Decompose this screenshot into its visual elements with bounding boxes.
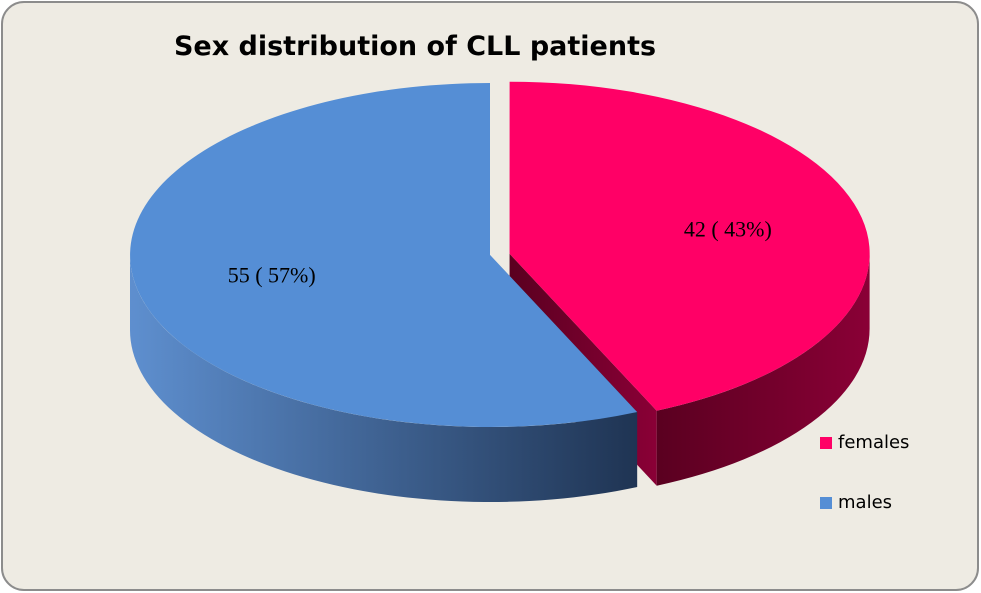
legend-swatch: [820, 437, 832, 449]
data-label: 42 ( 43%): [684, 217, 772, 242]
pie-slice: [509, 81, 870, 411]
legend-label: males: [838, 492, 892, 513]
slice-side: [656, 253, 870, 486]
pie-slice: [130, 83, 638, 427]
chart-title: Sex distribution of CLL patients: [174, 31, 656, 62]
legend-label: females: [838, 432, 909, 453]
legend-swatch: [820, 497, 832, 509]
slice-side: [129, 255, 638, 503]
data-label: 55 ( 57%): [228, 262, 316, 287]
